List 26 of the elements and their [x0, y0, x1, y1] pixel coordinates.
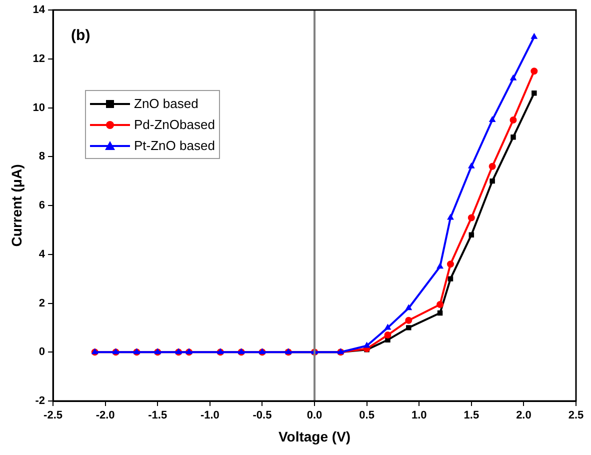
x-tick-label: -2.5 — [44, 410, 63, 422]
x-tick-label: 2.0 — [516, 410, 532, 422]
x-tick-label: -2.0 — [96, 410, 115, 422]
y-tick-label: 2 — [38, 297, 46, 310]
x-tick-label: 2.5 — [568, 410, 584, 422]
annotation: (b) — [71, 27, 90, 44]
x-tick-label: -1.5 — [148, 410, 168, 422]
x-tick-label: -1.0 — [200, 410, 220, 422]
x-tick-label: 1.0 — [411, 410, 427, 422]
y-tick-label: -2 — [35, 395, 46, 408]
x-tick-label: 1.5 — [464, 410, 480, 422]
x-tick-label: 0.5 — [359, 410, 374, 422]
y-tick-label: 0 — [38, 346, 46, 358]
y-tick-label: 4 — [38, 248, 46, 260]
y-tick-label: 12 — [32, 52, 46, 65]
x-tick-label: 0.0 — [306, 410, 322, 422]
y-axis-title: Current (μA) — [8, 164, 24, 247]
legend-label: Pt-ZnO based — [134, 137, 215, 155]
y-tick-label: 10 — [32, 102, 46, 114]
y-tick-label: 6 — [38, 200, 46, 212]
x-tick-label: -0.5 — [252, 410, 272, 422]
legend-label: Pd-ZnObased — [134, 116, 215, 134]
legend-label: ZnO based — [134, 95, 198, 113]
y-tick-label: 14 — [32, 4, 46, 16]
x-axis-title: Voltage (V) — [278, 428, 351, 444]
y-tick-label: 8 — [38, 150, 46, 163]
